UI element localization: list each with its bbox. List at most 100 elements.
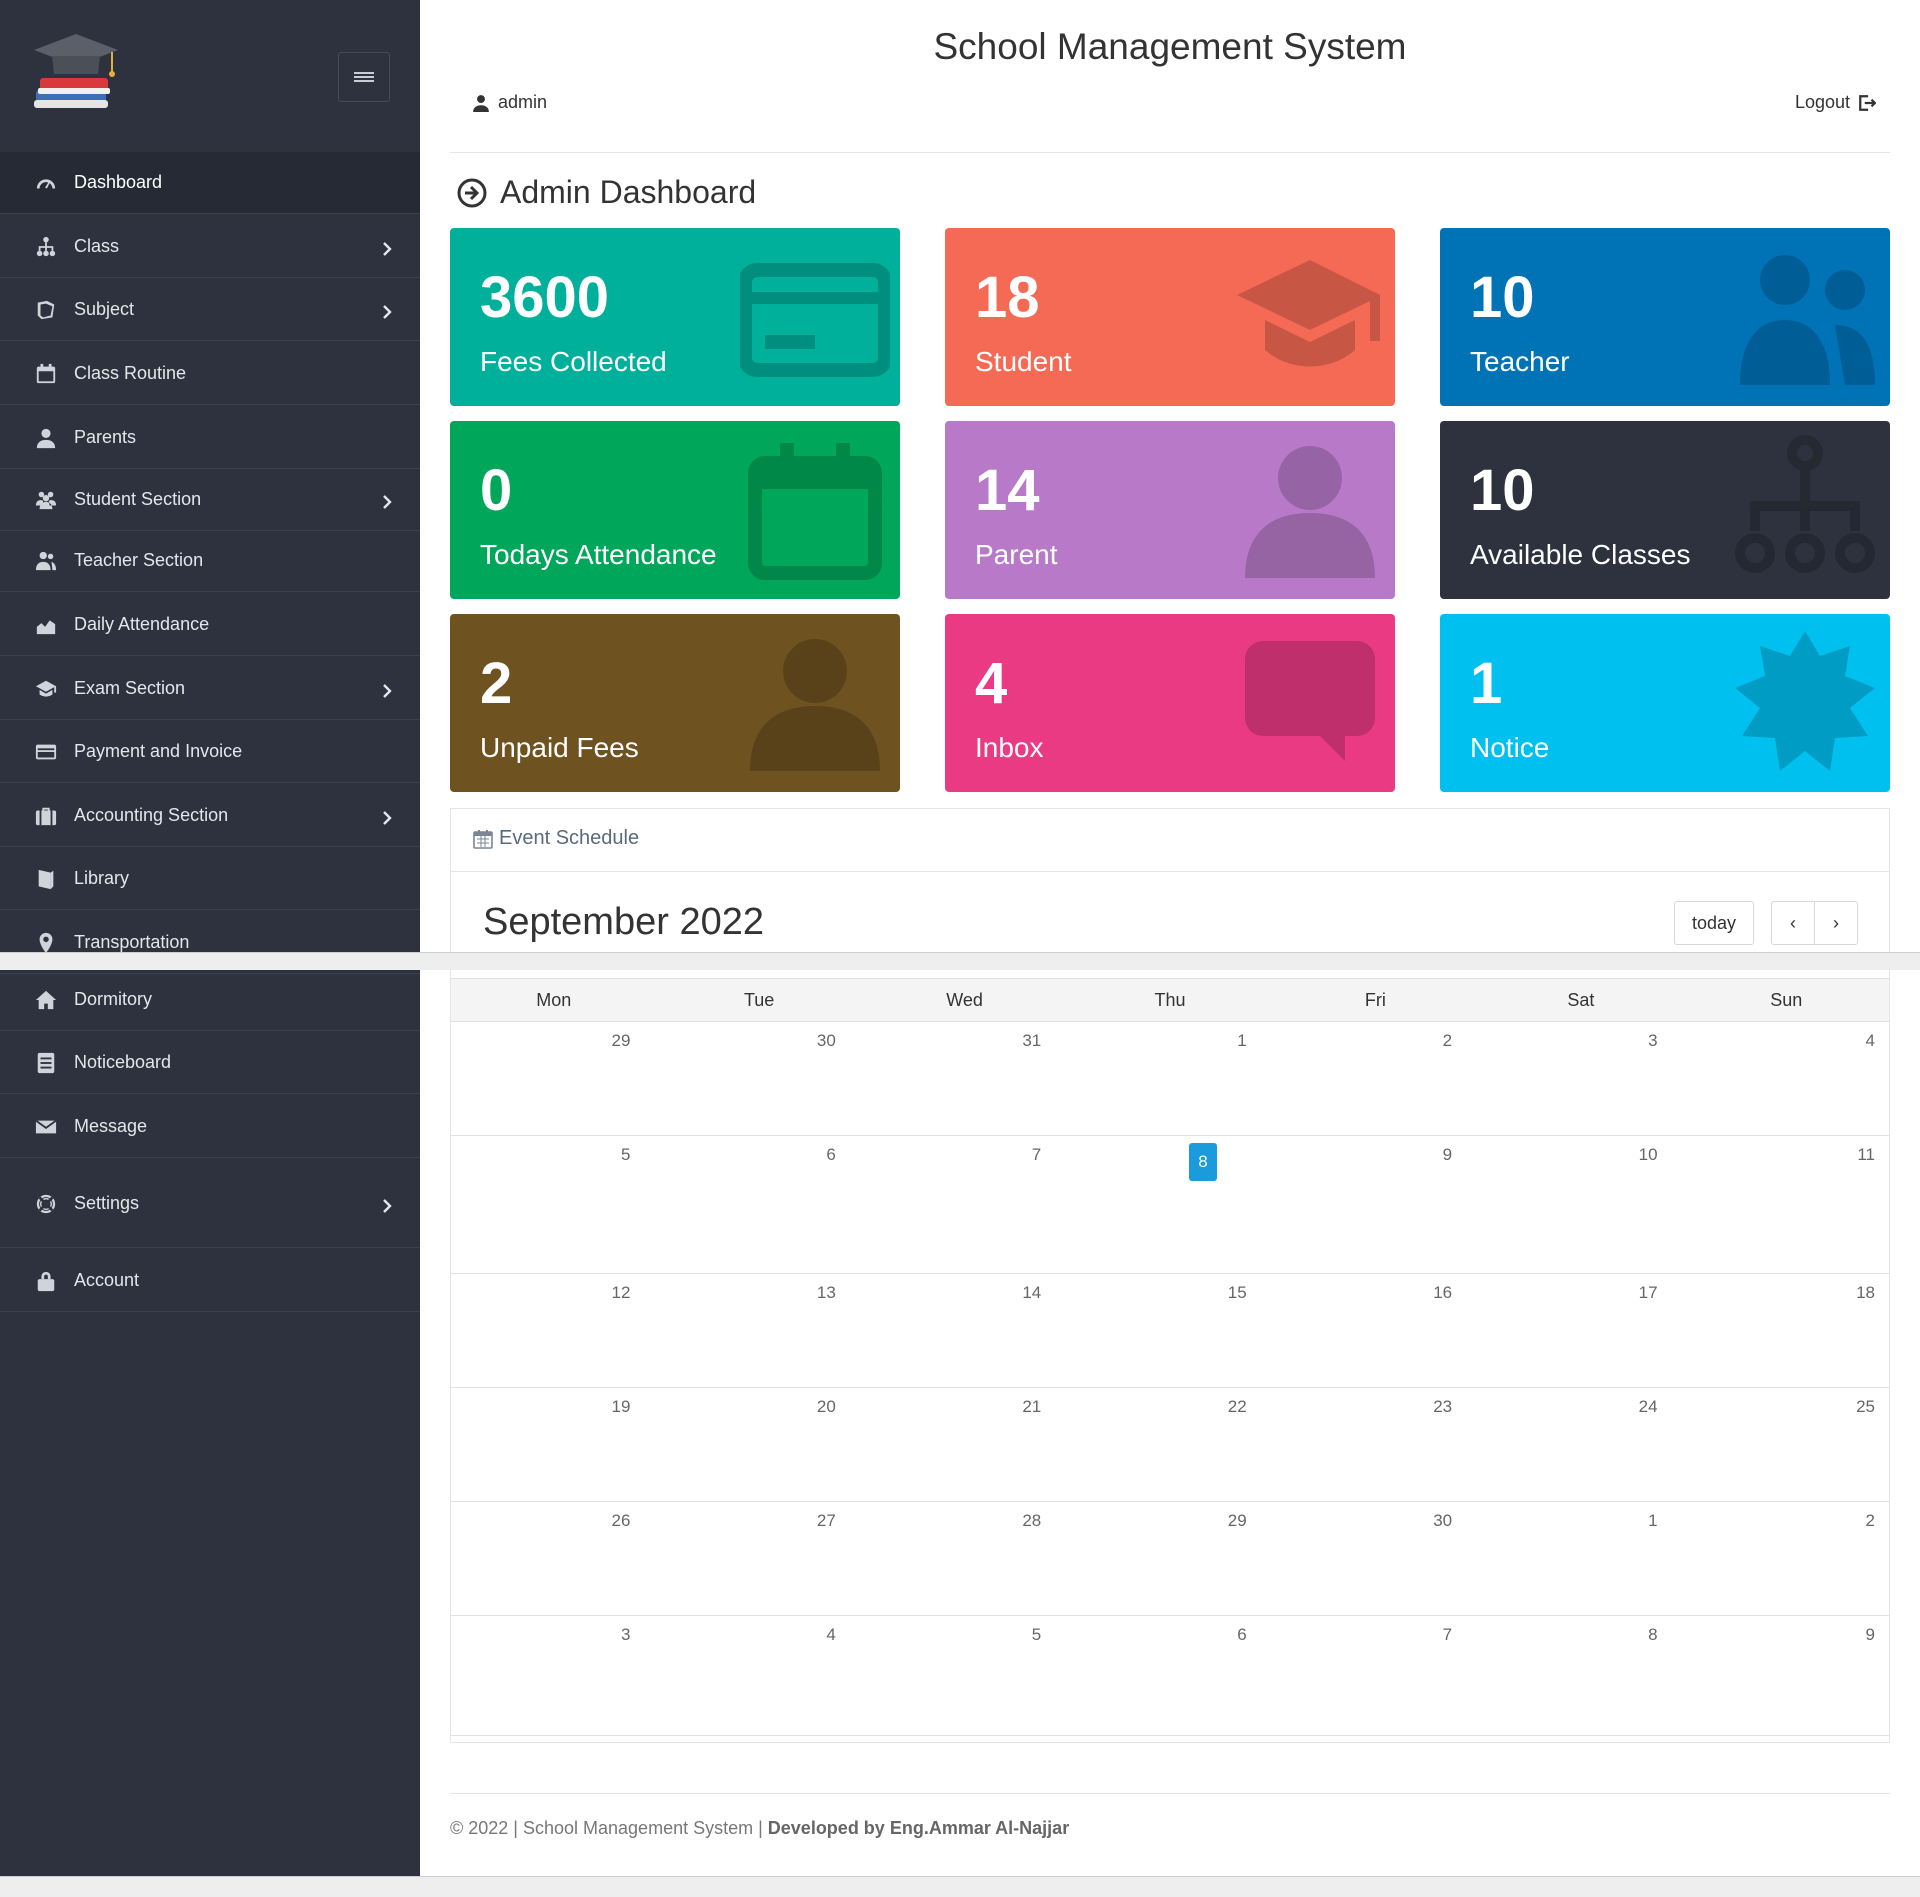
calendar-day-cell[interactable]: 30 <box>1273 1501 1478 1615</box>
sidebar-item-subject[interactable]: Subject <box>0 279 420 341</box>
sidebar-item-daily-attendance[interactable]: Daily Attendance <box>0 594 420 656</box>
calendar-day-cell[interactable]: 6 <box>656 1135 861 1273</box>
stat-card-notice[interactable]: 1 Notice <box>1440 614 1890 792</box>
calendar-day-cell[interactable]: 6 <box>1067 1615 1272 1735</box>
calendar-day-cell[interactable]: 17 <box>1478 1273 1683 1387</box>
calendar-day-cell[interactable]: 13 <box>656 1273 861 1387</box>
calendar-day-cell[interactable]: 7 <box>1273 1615 1478 1735</box>
day-number: 31 <box>1022 1031 1042 1050</box>
day-number: 4 <box>1865 1031 1875 1050</box>
stat-card-todays-attendance[interactable]: 0 Todays Attendance <box>450 421 900 599</box>
sidebar-item-class-routine[interactable]: Class Routine <box>0 343 420 405</box>
calendar-day-cell[interactable]: 8 <box>1478 1615 1683 1735</box>
today-button[interactable]: today <box>1674 901 1754 945</box>
calendar-day-cell[interactable]: 26 <box>451 1501 656 1615</box>
calendar-day-cell[interactable]: 27 <box>656 1501 861 1615</box>
sidebar-toggle-button[interactable] <box>338 52 390 102</box>
calendar-day-cell[interactable]: 12 <box>451 1273 656 1387</box>
sidebar-item-label: Dashboard <box>74 172 163 192</box>
day-number: 30 <box>1433 1511 1453 1530</box>
sidebar-item-account[interactable]: Account <box>0 1250 420 1312</box>
school-logo <box>28 28 124 124</box>
calendar-day-cell[interactable]: 7 <box>862 1135 1067 1273</box>
calendar-day-cell[interactable]: 29 <box>1067 1501 1272 1615</box>
day-number: 5 <box>1031 1625 1042 1644</box>
calendar-day-cell[interactable]: 2 <box>1273 1021 1478 1135</box>
calendar-day-cell[interactable]: 4 <box>1684 1021 1889 1135</box>
prev-month-button[interactable]: ‹ <box>1771 901 1815 945</box>
calendar-day-cell[interactable]: 24 <box>1478 1387 1683 1501</box>
screenshot-divider <box>0 952 1920 970</box>
calendar-day-cell[interactable]: 19 <box>451 1387 656 1501</box>
stat-label: Inbox <box>975 732 1044 763</box>
sidebar-item-parents[interactable]: Parents <box>0 407 420 469</box>
stat-card-fees-collected[interactable]: 3600 Fees Collected <box>450 228 900 406</box>
sidebar-item-label: Library <box>74 868 130 888</box>
calendar-day-cell[interactable]: 21 <box>862 1387 1067 1501</box>
chevron-right-icon <box>382 303 392 319</box>
calendar-day-cell[interactable]: 25 <box>1684 1387 1889 1501</box>
sidebar-item-message[interactable]: Message <box>0 1096 420 1158</box>
weekday-header: Tue <box>743 990 775 1010</box>
calendar-day-cell[interactable]: 14 <box>862 1273 1067 1387</box>
stat-card-inbox[interactable]: 4 Inbox <box>945 614 1395 792</box>
logout-link[interactable]: Logout <box>1795 92 1876 113</box>
calendar-day-cell[interactable]: 5 <box>862 1615 1067 1735</box>
stat-label: Student <box>975 346 1072 377</box>
sidebar-item-settings[interactable]: Settings <box>0 1160 420 1248</box>
sidebar-item-dormitory[interactable]: Dormitory <box>0 969 420 1031</box>
calendar-day-cell[interactable]: 9 <box>1684 1615 1889 1735</box>
sidebar-item-accounting-section[interactable]: Accounting Section <box>0 785 420 847</box>
calendar-day-cell[interactable]: 1 <box>1067 1021 1272 1135</box>
sidebar-item-class[interactable]: Class <box>0 216 420 278</box>
calendar-day-cell[interactable]: 31 <box>862 1021 1067 1135</box>
next-month-button[interactable]: › <box>1814 901 1858 945</box>
username: admin <box>498 92 548 112</box>
day-number: 5 <box>620 1145 631 1164</box>
calendar-week-row: 19 20 21 22 23 24 25 <box>451 1387 1889 1502</box>
sidebar-item-library[interactable]: Library <box>0 848 420 910</box>
calendar-day-cell[interactable]: 29 <box>451 1021 656 1135</box>
calendar-day-cell[interactable]: 9 <box>1273 1135 1478 1273</box>
sidebar-item-dashboard[interactable]: Dashboard <box>0 152 420 214</box>
stat-card-student[interactable]: 18 Student <box>945 228 1395 406</box>
calendar-day-cell[interactable]: 23 <box>1273 1387 1478 1501</box>
day-number: 14 <box>1022 1283 1042 1302</box>
calendar-day-cell[interactable]: 30 <box>656 1021 861 1135</box>
stat-card-unpaid-fees[interactable]: 2 Unpaid Fees <box>450 614 900 792</box>
calendar-day-cell[interactable]: 20 <box>656 1387 861 1501</box>
calendar-day-cell[interactable]: 8 <box>1067 1135 1272 1273</box>
stat-card-available-classes[interactable]: 10 Available Classes <box>1440 421 1890 599</box>
calendar-day-cell[interactable]: 22 <box>1067 1387 1272 1501</box>
calendar-day-cell[interactable]: 3 <box>1478 1021 1683 1135</box>
calendar-day-cell[interactable]: 28 <box>862 1501 1067 1615</box>
calendar-day-cell[interactable]: 4 <box>656 1615 861 1735</box>
calendar-day-cell[interactable]: 11 <box>1684 1135 1889 1273</box>
sidebar-item-transportation[interactable]: Transportation <box>0 912 420 974</box>
day-number: 20 <box>816 1397 836 1416</box>
calendar-day-cell[interactable]: 10 <box>1478 1135 1683 1273</box>
sitemap-icon <box>1730 433 1880 583</box>
stat-card-parent[interactable]: 14 Parent <box>945 421 1395 599</box>
calendar-day-cell[interactable]: 15 <box>1067 1273 1272 1387</box>
weekday-header: Wed <box>946 990 983 1010</box>
sidebar-item-exam-section[interactable]: Exam Section <box>0 658 420 720</box>
sidebar-item-student-section[interactable]: Student Section <box>0 469 420 531</box>
calendar-day-cell[interactable]: 3 <box>451 1615 656 1735</box>
calendar-day-cell[interactable]: 2 <box>1684 1501 1889 1615</box>
sidebar-item-label: Subject <box>74 299 135 319</box>
sidebar-item-payment-and-invoice[interactable]: Payment and Invoice <box>0 721 420 783</box>
calendar-day-cell[interactable]: 5 <box>451 1135 656 1273</box>
sidebar-item-label: Daily Attendance <box>74 614 210 634</box>
calendar-day-cell[interactable]: 1 <box>1478 1501 1683 1615</box>
sidebar-item-teacher-section[interactable]: Teacher Section <box>0 530 420 592</box>
sidebar-item-noticeboard[interactable]: Noticeboard <box>0 1032 420 1094</box>
day-number: 8 <box>1648 1625 1658 1644</box>
arrow-circle-right-icon <box>457 178 487 207</box>
calendar-day-cell[interactable]: 16 <box>1273 1273 1478 1387</box>
stat-value: 4 <box>975 651 1008 716</box>
day-number: 2 <box>1442 1031 1453 1050</box>
app-title: School Management System <box>933 26 1407 67</box>
calendar-day-cell[interactable]: 18 <box>1684 1273 1889 1387</box>
stat-card-teacher[interactable]: 10 Teacher <box>1440 228 1890 406</box>
